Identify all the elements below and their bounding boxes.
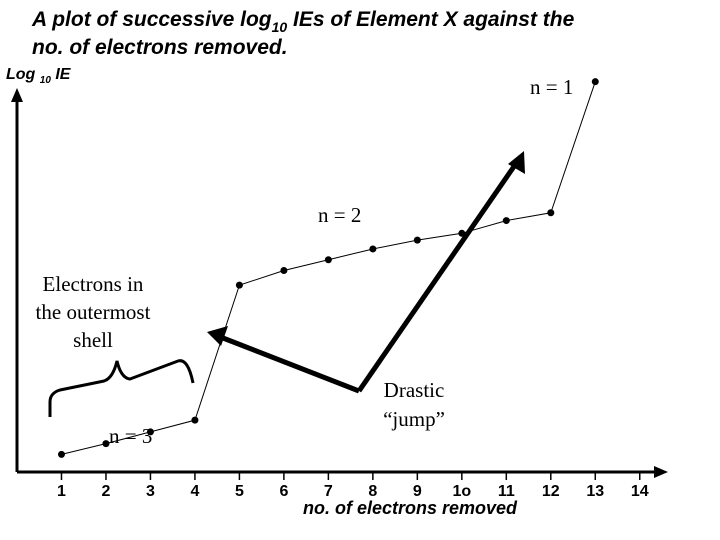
- chart-title-line2: no. of electrons removed.: [32, 36, 288, 59]
- annotation-outer-shell-line3: shell: [73, 328, 113, 352]
- x-tick-label: 8: [368, 483, 377, 500]
- x-tick-label: 11: [498, 483, 515, 500]
- annotation-n2: n = 2: [318, 203, 361, 227]
- x-tick-label: 2: [102, 483, 111, 500]
- jump-arrow-left-head: [207, 326, 228, 346]
- y-axis-arrowhead: [11, 88, 23, 102]
- x-tick-label: 14: [631, 483, 649, 500]
- data-point: [591, 78, 599, 86]
- y-label-part-b: IE: [51, 66, 72, 83]
- data-point: [458, 229, 466, 237]
- data-point: [146, 428, 154, 436]
- x-tick-label: 3: [146, 483, 155, 500]
- series-1: [57, 78, 599, 458]
- annotation-jump-line2: “jump”: [383, 407, 445, 431]
- x-tick-label: 9: [413, 483, 422, 500]
- data-point: [191, 416, 199, 424]
- y-label-part-a: Log: [6, 66, 40, 83]
- x-tick-label: 12: [542, 483, 560, 500]
- x-tick-label: 13: [586, 483, 604, 500]
- data-point: [280, 266, 288, 274]
- title-line1-part-b: IEs of Element X against the: [287, 8, 574, 31]
- annotation-outer-shell-line2: the outermost: [36, 300, 151, 324]
- y-axis-label: Log 10 IE: [6, 66, 72, 86]
- x-axis-arrowhead: [654, 466, 668, 478]
- title-line1-part-a: A plot of successive log: [31, 8, 272, 31]
- x-tick-label: 1: [57, 483, 66, 500]
- x-tick-labels: 1 2 3 4 5 6 7 8 9 1o 11 12 13 14: [57, 483, 649, 500]
- data-point: [57, 450, 65, 458]
- x-tick-label: 1o: [452, 483, 471, 500]
- jump-arrow-right-head: [508, 151, 525, 174]
- x-tick-label: 4: [190, 483, 199, 500]
- data-point: [235, 281, 243, 289]
- data-point: [413, 236, 421, 244]
- annotation-n3: n = 3: [109, 424, 152, 448]
- chart-title: A plot of successive log10 IEs of Elemen…: [31, 8, 575, 35]
- data-point: [502, 217, 510, 225]
- y-label-subscript: 10: [40, 75, 52, 86]
- data-point: [324, 256, 332, 264]
- data-point: [369, 245, 377, 253]
- x-axis-label: no. of electrons removed: [303, 498, 518, 518]
- x-tick-label: 5: [235, 483, 244, 500]
- x-tick-label: 7: [324, 483, 333, 500]
- outer-shell-brace: [48, 359, 195, 417]
- jump-arrow-right-shaft: [356, 163, 518, 393]
- title-subscript: 10: [272, 19, 288, 35]
- data-point: [102, 440, 110, 448]
- annotation-outer-shell-line1: Electrons in: [43, 272, 144, 296]
- x-tick-marks: [60, 472, 641, 480]
- x-tick-label: 6: [279, 483, 288, 500]
- annotation-jump-line1: Drastic: [384, 378, 445, 402]
- series-line: [61, 81, 596, 455]
- jump-arrow-left-shaft: [222, 335, 360, 394]
- annotation-n1: n = 1: [530, 75, 573, 99]
- data-point: [547, 209, 555, 217]
